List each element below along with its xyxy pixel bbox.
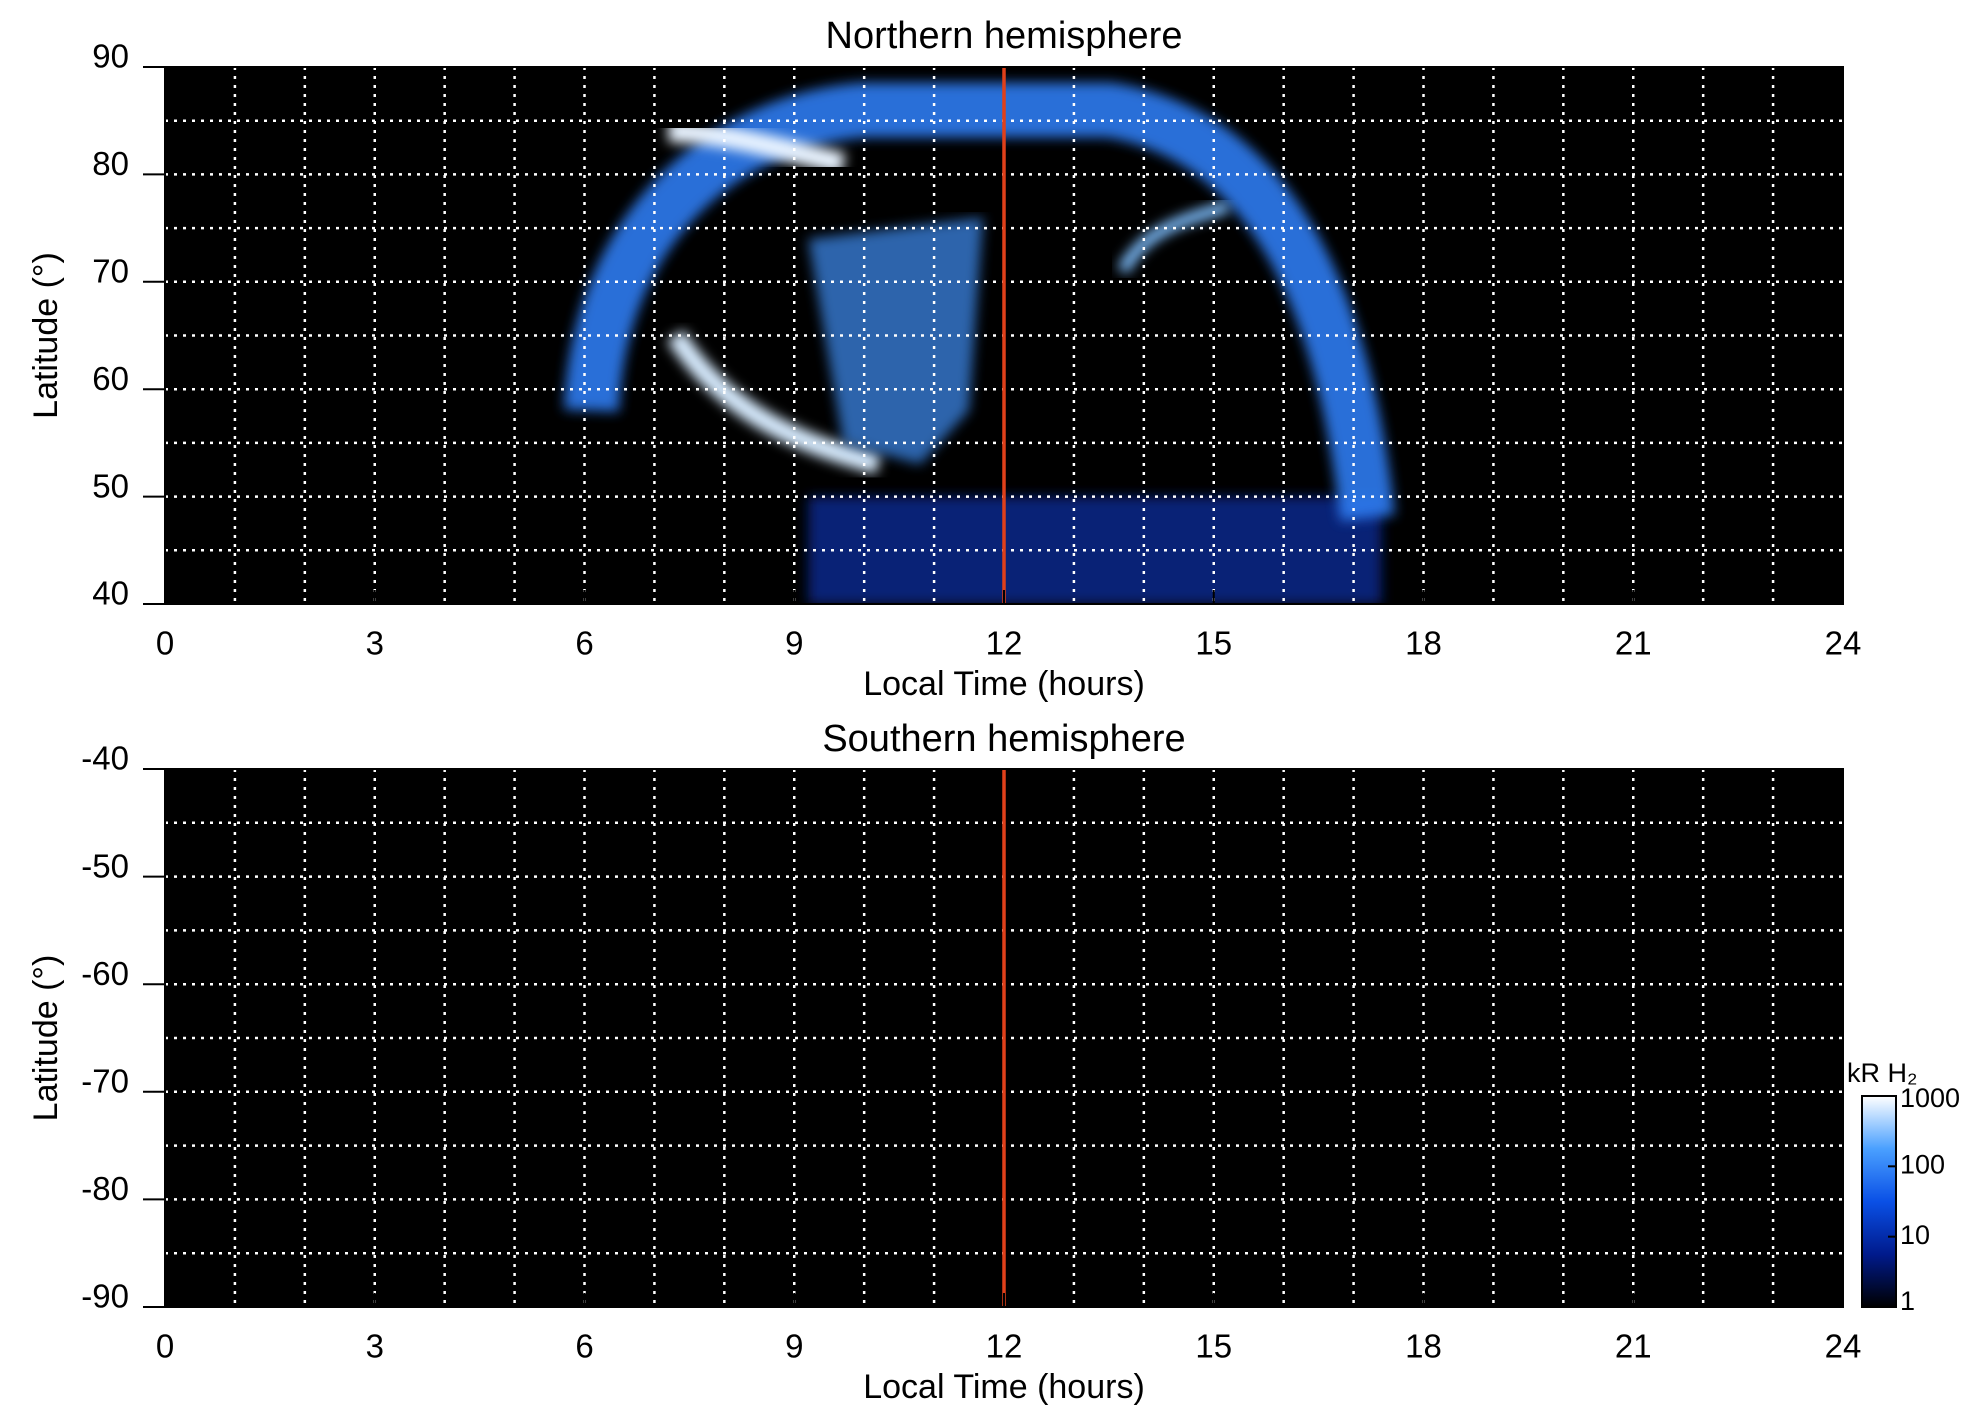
colorbar-tick-label: 1000 (1900, 1083, 1960, 1113)
y-tick-label: -40 (81, 740, 129, 777)
panel: 0 3 6 9 12 15 18 21 24 40 50 60 70 80 90 Northern hemis… (27, 15, 1861, 703)
x-tick-label: 21 (1615, 625, 1652, 662)
x-tick-label: 3 (366, 625, 384, 662)
colorbar-tick-label: 100 (1900, 1149, 1945, 1179)
colorbar-tick-label: 1 (1900, 1286, 1915, 1316)
x-tick-label: 21 (1615, 1328, 1652, 1365)
emission-patch (808, 217, 984, 465)
y-tick-label: 70 (92, 253, 129, 290)
y-tick-label: -60 (81, 955, 129, 992)
x-tick-label: 6 (575, 625, 593, 662)
x-tick-label: 15 (1195, 1328, 1232, 1365)
panel-title: Northern hemisphere (826, 15, 1183, 57)
y-tick-label: -90 (81, 1278, 129, 1315)
x-tick-label: 12 (986, 1328, 1023, 1365)
panel: 0 3 6 9 12 15 18 21 24 -40 -50 -60 -70 -80 -90 Southern… (27, 718, 1960, 1406)
x-tick-label: 24 (1825, 1328, 1862, 1365)
x-tick-label: 9 (785, 1328, 803, 1365)
bright-arc (668, 120, 846, 175)
y-tick-label: 60 (92, 360, 129, 397)
x-tick-label: 0 (156, 1328, 174, 1365)
emission-patch (1117, 200, 1230, 274)
x-axis-label: Local Time (hours) (863, 1368, 1145, 1406)
y-tick-label: 90 (92, 38, 129, 75)
x-tick-label: 6 (575, 1328, 593, 1365)
y-tick-label: -80 (81, 1170, 129, 1207)
colorbar-tick-label: 10 (1900, 1220, 1930, 1250)
y-tick-label: -50 (81, 847, 129, 884)
data-gap (850, 174, 1067, 212)
bright-arc (667, 330, 881, 475)
y-axis-label: Latitude (°) (27, 252, 65, 419)
x-tick-label: 24 (1825, 625, 1862, 662)
x-tick-label: 3 (366, 1328, 384, 1365)
x-tick-label: 12 (986, 625, 1023, 662)
x-tick-label: 0 (156, 625, 174, 662)
auroral-oval (564, 82, 1395, 522)
x-tick-label: 18 (1405, 625, 1442, 662)
y-tick-label: -70 (81, 1063, 129, 1100)
colorbar (1861, 1095, 1897, 1308)
x-tick-label: 9 (785, 625, 803, 662)
y-tick-label: 50 (92, 467, 129, 504)
colorbar-label: kR H₂ (1847, 1058, 1917, 1088)
x-axis-label: Local Time (hours) (863, 665, 1145, 703)
y-tick-label: 80 (92, 145, 129, 182)
x-tick-label: 15 (1195, 625, 1232, 662)
y-axis-label: Latitude (°) (27, 955, 65, 1122)
x-tick-label: 18 (1405, 1328, 1442, 1365)
panel-title: Southern hemisphere (822, 718, 1185, 760)
y-tick-label: 40 (92, 575, 129, 612)
